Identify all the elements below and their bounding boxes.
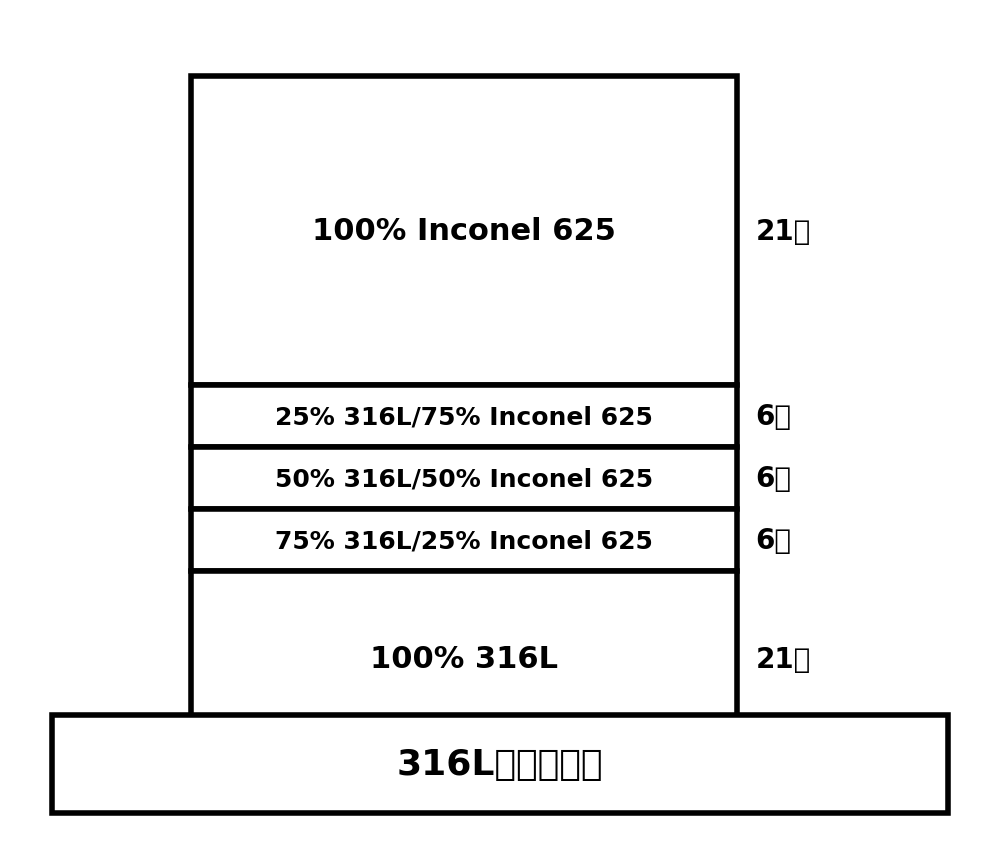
Bar [191,510,737,571]
Text: 6层: 6层 [756,465,792,493]
Text: 75% 316L/25% Inconel 625: 75% 316L/25% Inconel 625 [275,528,653,553]
Bar [52,716,948,814]
Text: 6层: 6层 [756,403,792,430]
Bar [191,386,737,448]
Text: 50% 316L/50% Inconel 625: 50% 316L/50% Inconel 625 [275,467,653,490]
Text: 100% Inconel 625: 100% Inconel 625 [312,217,616,246]
Text: 316L不锈鉢基板: 316L不锈鉢基板 [397,748,603,782]
Text: 25% 316L/75% Inconel 625: 25% 316L/75% Inconel 625 [275,405,653,429]
Text: 21层: 21层 [756,645,811,673]
Bar [191,77,737,386]
Text: 100% 316L: 100% 316L [370,644,558,674]
Bar [191,448,737,510]
Text: 21层: 21层 [756,218,811,246]
Bar [191,571,737,746]
Text: 6层: 6层 [756,527,792,555]
